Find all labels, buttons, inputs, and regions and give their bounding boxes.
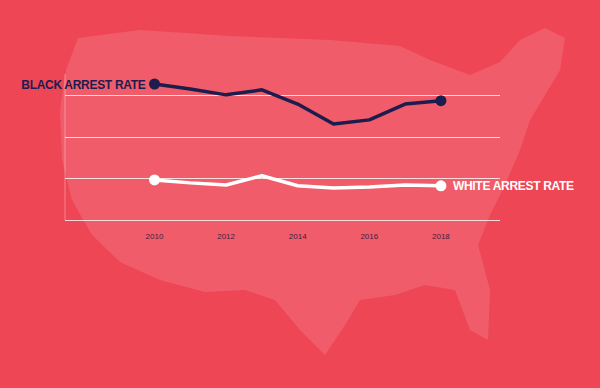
series-marker <box>149 79 160 90</box>
x-tick-label: 2018 <box>432 232 450 241</box>
grid-line <box>65 220 500 221</box>
chart: 2010 2012 2014 2016 2018 BLACK ARREST RATE WHI… <box>0 0 600 388</box>
series-marker <box>435 95 446 106</box>
grid-line <box>65 95 500 96</box>
x-tick-label: 2016 <box>360 232 378 241</box>
series-line <box>155 176 441 188</box>
series-marker <box>149 174 160 185</box>
x-tick-label: 2012 <box>217 232 235 241</box>
x-tick-label: 2014 <box>289 232 307 241</box>
grid-line <box>65 137 500 138</box>
series-label: BLACK ARREST RATE <box>21 78 146 92</box>
grid-line <box>65 178 500 179</box>
series-label: WHITE ARREST RATE <box>453 179 574 193</box>
series-line <box>155 84 441 124</box>
series-marker <box>435 180 446 191</box>
x-tick-label: 2010 <box>146 232 164 241</box>
plot-marks <box>149 79 446 192</box>
